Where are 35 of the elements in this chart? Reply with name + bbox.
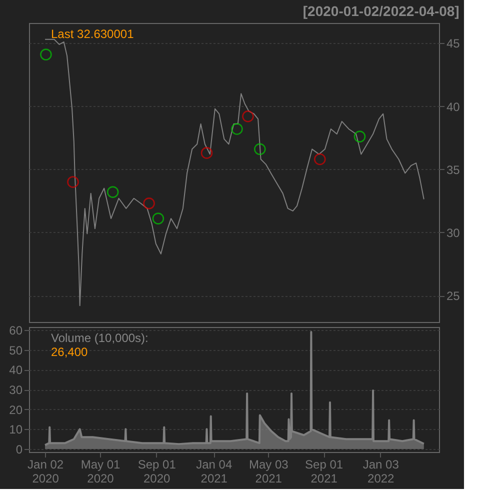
y-tick-label: 40 (446, 100, 460, 114)
line-series (44, 38, 424, 306)
point (231, 123, 243, 135)
y-tick-label: 30 (446, 226, 460, 240)
y-tick-label: 35 (446, 162, 460, 177)
y-tick-label: 40 (9, 363, 23, 378)
point (67, 176, 79, 188)
x-tick-label: Sep 01 2021 (305, 458, 344, 486)
x-tick-label: Jan 03 2022 (362, 458, 400, 486)
y-tick-label: 10 (9, 422, 23, 437)
point (106, 186, 119, 198)
y-tick-label: 30 (9, 383, 23, 397)
annotation: Volume (10,000s): (51, 331, 148, 345)
point (354, 130, 366, 142)
point (200, 147, 213, 159)
point (242, 110, 254, 122)
annotation: 26,400 (51, 345, 88, 359)
y-tick-label: 25 (446, 289, 460, 304)
point (254, 143, 266, 156)
y-tick-label: 60 (9, 323, 23, 338)
point (152, 212, 164, 224)
y-tick-label: 45 (446, 36, 460, 51)
x-tick-label: May 03 2021 (248, 458, 289, 486)
y-tick-label: 20 (9, 402, 23, 417)
point (314, 153, 326, 166)
y-tick-label: 0 (16, 442, 23, 457)
x-tick-label: Sep 01 2020 (138, 458, 176, 486)
point (40, 48, 52, 60)
x-tick-label: Jan 04 2021 (196, 458, 232, 486)
point (143, 198, 155, 210)
x-tick-label: Jan 02 2020 (28, 458, 64, 486)
y-tick-label: 50 (9, 343, 23, 358)
x-tick-label: May 01 2020 (80, 458, 121, 486)
chart-title: [2020-01-02/2022-04-08] (302, 3, 460, 19)
annotation: Last 32.630001 (51, 27, 134, 41)
